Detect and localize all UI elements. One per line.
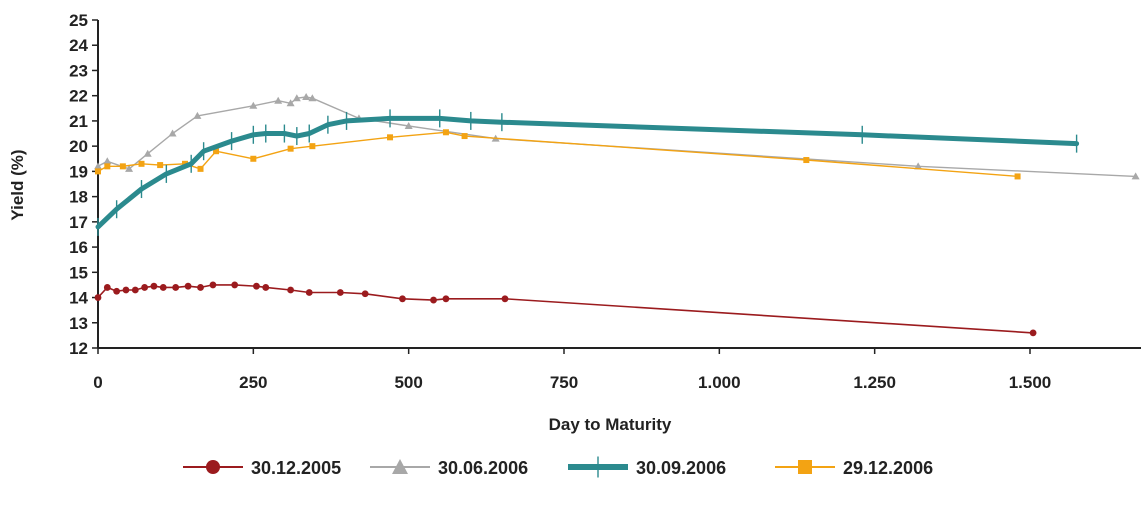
y-tick-label: 13 (69, 314, 88, 333)
data-point (442, 295, 450, 303)
data-point (119, 163, 126, 170)
legend-item: 29.12.2006 (775, 458, 933, 478)
legend-swatch-marker (206, 460, 220, 474)
data-point (1014, 173, 1021, 180)
legend-item: 30.12.2005 (183, 458, 341, 478)
data-point (1131, 172, 1140, 180)
data-point (197, 165, 204, 172)
series-30.09.2006 (95, 109, 1080, 236)
x-tick-label: 0 (93, 373, 102, 392)
data-point (197, 284, 204, 291)
y-tick-label: 15 (69, 263, 88, 282)
data-point (103, 157, 112, 165)
legend-item: 30.09.2006 (568, 456, 726, 478)
data-point (113, 287, 121, 295)
data-point (914, 162, 923, 170)
data-point (213, 148, 220, 155)
data-point (387, 134, 394, 141)
data-point (287, 286, 295, 294)
x-axis-title: Day to Maturity (549, 415, 672, 434)
data-point (399, 295, 406, 303)
data-point (302, 92, 311, 100)
data-point (292, 94, 301, 102)
data-point (274, 96, 283, 104)
data-point (141, 284, 149, 291)
data-point (95, 168, 101, 175)
y-tick-label: 14 (69, 289, 88, 308)
legend-label: 30.12.2005 (251, 458, 341, 478)
y-tick-label: 16 (69, 238, 88, 257)
data-point (231, 281, 239, 289)
data-point (159, 284, 167, 291)
y-tick-label: 24 (69, 36, 88, 55)
data-point (172, 284, 180, 291)
data-point (138, 160, 145, 167)
y-tick-label: 21 (69, 112, 88, 131)
y-tick-label: 25 (69, 11, 88, 30)
y-tick-label: 19 (69, 162, 88, 181)
data-point (305, 289, 313, 296)
y-tick-label: 17 (69, 213, 88, 232)
data-point (143, 149, 152, 157)
y-tick-label: 22 (69, 87, 88, 106)
data-point (287, 145, 294, 152)
x-tick-label: 500 (394, 373, 422, 392)
data-point (253, 282, 260, 290)
legend-label: 30.09.2006 (636, 458, 726, 478)
y-axis-title: Yield (%) (8, 149, 27, 220)
data-point (430, 296, 437, 304)
data-point (150, 282, 158, 290)
data-point (131, 286, 139, 294)
series-30.12.2005 (94, 281, 1037, 337)
data-point (286, 99, 295, 107)
x-tick-label: 1.250 (853, 373, 896, 392)
data-point (1029, 329, 1037, 337)
data-point (125, 164, 134, 172)
y-tick-label: 23 (69, 61, 88, 80)
x-tick-label: 1.000 (698, 373, 741, 392)
data-point (94, 162, 102, 170)
data-point (803, 157, 810, 164)
y-tick-label: 20 (69, 137, 88, 156)
x-tick-label: 1.500 (1009, 373, 1052, 392)
data-point (193, 111, 202, 119)
data-point (442, 129, 449, 136)
data-point (103, 284, 111, 291)
x-tick-label: 750 (550, 373, 578, 392)
data-point (94, 294, 102, 301)
data-point (157, 162, 164, 169)
data-point (262, 284, 270, 291)
legend-swatch-marker (392, 459, 408, 474)
data-point (404, 121, 413, 129)
series-29.12.2006 (95, 129, 1021, 180)
chart-legend: 30.12.2005 30.06.2006 30.09.2006 29.12.2006 (183, 456, 933, 478)
data-point (249, 101, 258, 109)
series-line (95, 115, 1080, 230)
chart-series (94, 92, 1140, 337)
data-point (501, 295, 509, 303)
series-line (97, 284, 1034, 334)
legend-label: 29.12.2006 (843, 458, 933, 478)
data-point (361, 290, 369, 298)
data-point (309, 143, 316, 150)
data-point (250, 155, 257, 162)
data-point (336, 289, 344, 296)
data-point (122, 286, 130, 294)
data-point (308, 94, 317, 102)
data-point (209, 281, 217, 289)
data-point (184, 282, 192, 290)
legend-label: 30.06.2006 (438, 458, 528, 478)
legend-swatch-marker (798, 460, 812, 474)
y-tick-label: 18 (69, 188, 88, 207)
x-tick-label: 250 (239, 373, 267, 392)
series-line (97, 131, 1019, 178)
legend-item: 30.06.2006 (370, 458, 528, 478)
y-tick-label: 12 (69, 339, 88, 358)
data-point (168, 129, 177, 137)
series-30.06.2006 (94, 92, 1140, 180)
data-point (461, 133, 468, 140)
data-point (104, 163, 111, 170)
